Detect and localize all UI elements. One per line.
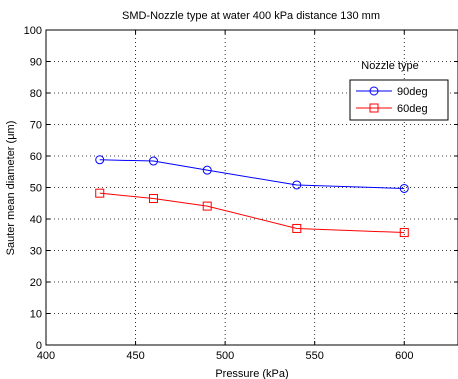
series-line-60deg	[99, 192, 405, 234]
y-tick-label: 30	[30, 246, 42, 258]
y-tick-label: 80	[30, 88, 42, 100]
y-tick-label: 70	[30, 120, 42, 132]
y-tick-label: 60	[30, 151, 42, 163]
axis-ticks	[45, 29, 458, 346]
legend: Nozzle type 90deg 60deg	[349, 60, 449, 121]
data-point-60deg	[95, 188, 105, 198]
y-tick-label: 10	[30, 309, 42, 321]
y-tick-label: 40	[30, 214, 42, 226]
legend-label-90deg: 90deg	[397, 86, 428, 98]
legend-title: Nozzle type	[361, 60, 418, 72]
data-point-90deg	[292, 180, 302, 190]
legend-marker-60deg	[369, 103, 379, 113]
legend-box	[349, 79, 449, 121]
tick-labels: 400 450 500 550 600 0 10 20 30 40 50 60 70 80 90 100	[24, 25, 414, 362]
y-tick-label: 50	[30, 183, 42, 195]
x-tick-label: 500	[216, 350, 234, 362]
x-tick-label: 400	[37, 350, 55, 362]
legend-label-60deg: 60deg	[397, 103, 428, 115]
data-point-90deg	[399, 183, 409, 193]
x-axis-label: Pressure (kPa)	[215, 368, 288, 379]
legend-marker-90deg	[369, 86, 379, 96]
x-tick-label: 450	[126, 350, 144, 362]
y-tick-label: 20	[30, 277, 42, 289]
series-60deg	[95, 188, 409, 238]
y-tick-label: 100	[24, 25, 42, 37]
y-tick-label: 0	[36, 340, 42, 352]
series-90deg	[95, 155, 409, 193]
series-line-90deg	[99, 159, 405, 189]
y-axis-label: Sauter mean diameter (μm)	[5, 121, 17, 256]
y-tick-label: 90	[30, 57, 42, 69]
x-tick-label: 600	[395, 350, 413, 362]
data-point-90deg	[148, 156, 158, 166]
grid-lines	[46, 30, 458, 345]
chart-title: SMD-Nozzle type at water 400 kPa distanc…	[122, 10, 380, 22]
series-layer	[95, 155, 409, 238]
legend-item-60deg: 60deg	[356, 103, 428, 115]
data-point-90deg	[202, 165, 212, 175]
plot-area	[45, 29, 458, 346]
legend-item-90deg: 90deg	[356, 86, 428, 98]
data-point-60deg	[148, 194, 158, 204]
x-tick-label: 550	[306, 350, 324, 362]
legend-items: 90deg 60deg	[356, 86, 428, 115]
data-point-60deg	[292, 223, 302, 233]
data-point-60deg	[399, 228, 409, 238]
data-point-90deg	[95, 155, 105, 165]
data-point-60deg	[202, 201, 212, 211]
